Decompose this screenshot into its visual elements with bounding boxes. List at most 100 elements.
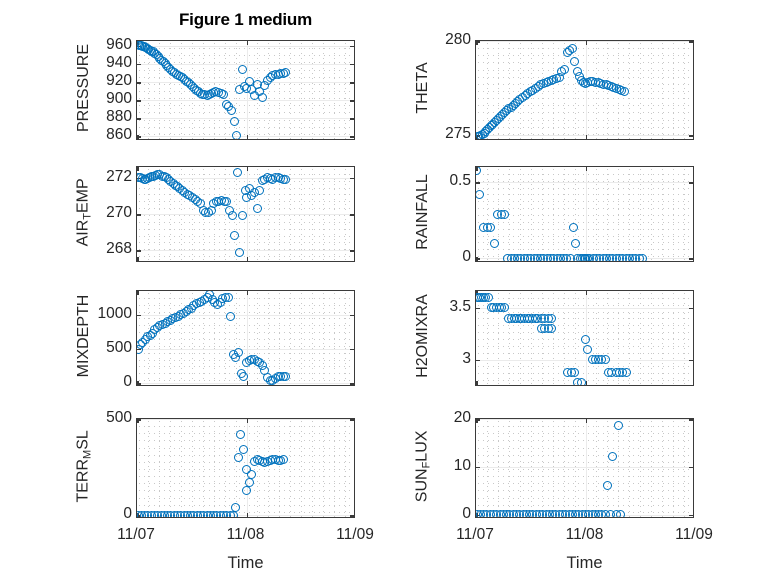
- grid-dot-col: [158, 167, 160, 261]
- grid-dot-row: [137, 112, 354, 114]
- grid-dot-col: [169, 41, 171, 139]
- grid-line-major: [137, 419, 354, 420]
- data-point: [583, 344, 593, 354]
- grid-line-major: [137, 348, 354, 350]
- grid-dot-row: [137, 249, 354, 251]
- y-tick-label: 0: [123, 505, 132, 523]
- grid-dot-row: [476, 454, 693, 456]
- y-tick-mark: [476, 41, 480, 43]
- grid-dot-row: [476, 332, 693, 334]
- grid-line-major: [476, 41, 693, 42]
- y-tick-mark: [350, 419, 354, 421]
- grid-dot-col: [552, 291, 554, 385]
- grid-dot-row: [476, 228, 693, 230]
- data-point: [581, 334, 590, 344]
- grid-dot-col: [684, 291, 686, 385]
- grid-dot-col: [323, 167, 325, 261]
- grid-dot-row: [476, 221, 693, 223]
- grid-dot-col: [497, 419, 499, 517]
- grid-dot-col: [257, 167, 259, 261]
- grid-dot-col: [563, 167, 565, 261]
- grid-dot-row: [137, 105, 354, 107]
- grid-dot-col: [290, 291, 292, 385]
- y-tick-label: 10: [453, 456, 471, 474]
- data-point: [219, 90, 229, 100]
- grid-dot-col: [519, 291, 521, 385]
- grid-dot-col: [508, 41, 510, 139]
- grid-line-major: [137, 382, 354, 384]
- grid-dot-row: [137, 433, 354, 435]
- y-tick-label: 500: [106, 338, 132, 356]
- y-tick-mark: [137, 382, 141, 385]
- grid-dot-col: [301, 41, 303, 139]
- grid-line-major: [137, 45, 354, 47]
- grid-dot-row: [137, 173, 354, 175]
- axes-mixdepth: [136, 290, 355, 386]
- grid-dot-row: [476, 119, 693, 121]
- y-tick-mark: [689, 135, 693, 137]
- grid-dot-col: [224, 167, 226, 261]
- grid-dot-col: [301, 167, 303, 261]
- x-tick-mark: [585, 135, 588, 139]
- y-tick-mark: [689, 182, 693, 184]
- grid-dot-col: [279, 419, 281, 517]
- x-tick-mark: [354, 167, 355, 171]
- grid-line-vertical: [586, 167, 587, 261]
- grid-dot-col: [662, 419, 664, 517]
- grid-dot-row: [476, 48, 693, 50]
- y-tick-label: 3: [462, 349, 471, 367]
- grid-dot-col: [180, 167, 182, 261]
- data-point: [227, 211, 237, 221]
- data-point: [499, 209, 509, 219]
- grid-line-vertical: [586, 419, 587, 517]
- x-tick-mark: [693, 513, 694, 517]
- y-tick-mark: [476, 182, 480, 184]
- y-tick-mark: [350, 136, 354, 139]
- data-point: [239, 372, 249, 382]
- grid-dot-col: [552, 167, 554, 261]
- grid-dot-col: [290, 419, 292, 517]
- grid-dot-col: [640, 41, 642, 139]
- data-point: [222, 196, 232, 206]
- y-tick-mark: [137, 250, 141, 252]
- data-point: [281, 68, 291, 78]
- grid-dot-row: [476, 242, 693, 244]
- data-point: [602, 480, 612, 490]
- y-tick-mark: [137, 419, 141, 421]
- grid-dot-col: [279, 167, 281, 261]
- grid-dot-row: [137, 311, 354, 313]
- y-tick-mark: [350, 177, 354, 180]
- y-tick-mark: [350, 348, 354, 351]
- data-point: [576, 378, 586, 385]
- y-tick-mark: [689, 307, 693, 310]
- grid-dot-col: [345, 419, 347, 517]
- grid-dot-col: [596, 167, 598, 261]
- grid-dot-col: [651, 419, 653, 517]
- grid-dot-row: [476, 180, 693, 182]
- grid-dot-col: [158, 41, 160, 139]
- grid-dot-row: [476, 98, 693, 100]
- grid-dot-row: [137, 304, 354, 306]
- y-tick-mark: [137, 100, 141, 102]
- x-tick-label: 11/09: [336, 526, 374, 543]
- grid-dot-col: [158, 291, 160, 385]
- grid-line-major: [137, 177, 354, 179]
- grid-dot-col: [651, 167, 653, 261]
- grid-dot-col: [235, 419, 237, 517]
- x-tick-mark: [693, 135, 694, 139]
- grid-dot-col: [530, 291, 532, 385]
- y-tick-mark: [137, 81, 141, 84]
- grid-dot-col: [345, 167, 347, 261]
- grid-dot-row: [476, 133, 693, 135]
- grid-dot-row: [137, 228, 354, 230]
- grid-dot-col: [257, 419, 259, 517]
- grid-dot-col: [629, 291, 631, 385]
- grid-dot-row: [137, 380, 354, 382]
- grid-line-major: [476, 419, 693, 420]
- grid-dot-col: [508, 419, 510, 517]
- grid-dot-col: [607, 167, 609, 261]
- grid-dot-col: [651, 291, 653, 385]
- grid-dot-row: [476, 318, 693, 320]
- grid-dot-row: [137, 256, 354, 258]
